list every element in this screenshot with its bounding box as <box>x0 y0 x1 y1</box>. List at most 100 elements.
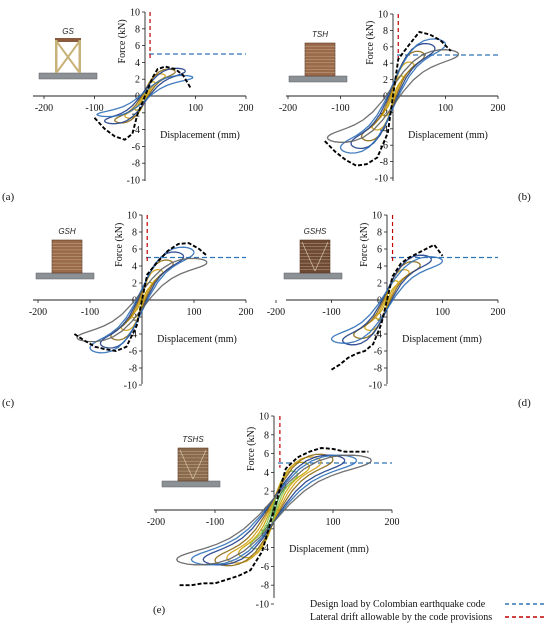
y-tick-label: 4 <box>132 262 137 273</box>
y-tick-label: 4 <box>135 58 140 69</box>
y-tick-label: 10 <box>372 211 382 222</box>
hysteresis-loop <box>341 254 433 346</box>
y-tick-label: 8 <box>383 26 388 37</box>
y-tick-label: 6 <box>135 41 140 52</box>
model-base <box>161 480 221 488</box>
panel-label: (d) <box>518 397 531 409</box>
y-axis-label: Force (kN) <box>246 427 257 471</box>
x-axis-label: Displacement (mm) <box>408 130 488 141</box>
x-tick-label: 200 <box>385 517 400 528</box>
y-tick-label: 2 <box>377 279 382 290</box>
x-tick-label: 100 <box>188 103 203 114</box>
model-post <box>55 40 58 73</box>
panel-b: -200 -100 100 200-10-8-6-4-20246810Displace… <box>279 10 531 204</box>
y-tick-label: -2 <box>374 313 382 324</box>
model-label: GSH <box>58 227 76 236</box>
x-tick-label: 100 <box>326 517 341 528</box>
x-axis-label: Displacement (mm) <box>289 544 369 555</box>
model-label: TSHS <box>182 435 204 444</box>
model-base <box>283 272 343 280</box>
y-tick-label: -8 <box>261 581 269 592</box>
legend: Design load by Colombian earthquake code… <box>310 599 545 623</box>
model-post <box>78 40 81 73</box>
y-tick-label: 10 <box>130 8 140 19</box>
y-tick-label: 8 <box>132 228 137 239</box>
legend-drift-label: Lateral drift allowable by the code prov… <box>310 612 492 623</box>
x-tick-label: -200 <box>279 103 297 114</box>
x-axis-label: Displacement (mm) <box>160 130 240 141</box>
legend-design-load-label: Design load by Colombian earthquake code <box>310 599 486 610</box>
x-tick-label: -200 <box>35 103 53 114</box>
y-tick-label: -8 <box>380 157 388 168</box>
x-tick-label: 200 <box>491 103 506 114</box>
panel-label: (a) <box>2 191 15 203</box>
y-tick-label: 2 <box>135 75 140 86</box>
y-tick-label: 2 <box>132 279 137 290</box>
y-axis-label: Force (kN) <box>365 21 376 65</box>
y-tick-label: -6 <box>261 562 269 573</box>
y-axis-label: Force (kN) <box>114 223 125 267</box>
backbone-envelope <box>324 30 452 167</box>
model-base <box>35 272 95 280</box>
y-tick-label: 6 <box>383 42 388 53</box>
panel-e: -200 -100 100 200-10-8-6-4-20246810Displace… <box>147 412 400 617</box>
x-axis-label: Displacement (mm) <box>157 334 237 345</box>
x-tick-label: 200 <box>239 307 254 318</box>
y-axis-label: Force (kN) <box>359 223 370 267</box>
hysteresis-loop <box>214 453 334 567</box>
hysteresis-loop <box>103 67 186 125</box>
hysteresis-loop <box>353 260 421 340</box>
hysteresis-loop <box>226 456 322 564</box>
x-tick-label: 200 <box>239 103 254 114</box>
y-tick-label: 0 <box>135 92 140 103</box>
y-tick-label: 0 <box>377 296 382 307</box>
model-label: GS <box>62 27 74 36</box>
backbone-envelope <box>73 242 208 352</box>
wall-model-illustration <box>283 239 343 280</box>
y-tick-label: -10 <box>369 381 382 392</box>
y-tick-label: 4 <box>383 59 388 70</box>
hysteresis-loop <box>202 454 346 566</box>
y-tick-label: 10 <box>259 412 269 423</box>
x-tick-label: -100 <box>331 103 349 114</box>
panel-c: -200 -100 100 200-10-8-6-4-20246810Displace… <box>2 211 254 410</box>
y-tick-label: 2 <box>264 487 269 498</box>
y-tick-label: 4 <box>377 262 382 273</box>
model-brace <box>192 449 207 480</box>
model-label: TSH <box>312 30 328 39</box>
model-label: GSHS <box>304 227 327 236</box>
x-tick-label: -100 <box>206 517 224 528</box>
hysteresis-loop <box>190 454 358 566</box>
y-tick-label: -10 <box>124 381 137 392</box>
hysteresis-loop <box>76 257 208 343</box>
model-brace <box>179 449 194 480</box>
y-tick-label: -6 <box>129 347 137 358</box>
hysteresis-loop <box>339 38 447 154</box>
x-axis-label: Displacement (mm) <box>402 334 482 345</box>
x-tick-label: -200 <box>147 517 165 528</box>
y-tick-label: 8 <box>135 24 140 35</box>
wall-model-illustration <box>288 42 348 83</box>
y-tick-label: 10 <box>127 211 137 222</box>
y-axis-label: Force (kN) <box>117 19 128 63</box>
y-tick-label: -10 <box>127 176 140 187</box>
hysteresis-loop <box>96 74 194 118</box>
x-tick-label: -200 <box>29 307 47 318</box>
y-tick-label: 6 <box>377 245 382 256</box>
x-tick-label: -100 <box>81 307 99 318</box>
y-tick-label: -6 <box>374 347 382 358</box>
x-tick-label: 100 <box>187 307 202 318</box>
y-tick-label: -6 <box>380 141 388 152</box>
y-tick-label: 2 <box>383 75 388 86</box>
y-tick-label: -8 <box>374 364 382 375</box>
hysteresis-loop <box>175 454 372 566</box>
x-tick-label: 100 <box>435 307 450 318</box>
panel-label: (b) <box>518 191 531 203</box>
hysteresis-loop <box>330 256 444 344</box>
x-tick-label: -100 <box>322 307 340 318</box>
y-tick-label: -10 <box>375 174 388 185</box>
y-tick-label: -4 <box>129 330 137 341</box>
hysteresis-loop <box>364 268 410 332</box>
panel-label: (c) <box>2 397 15 409</box>
